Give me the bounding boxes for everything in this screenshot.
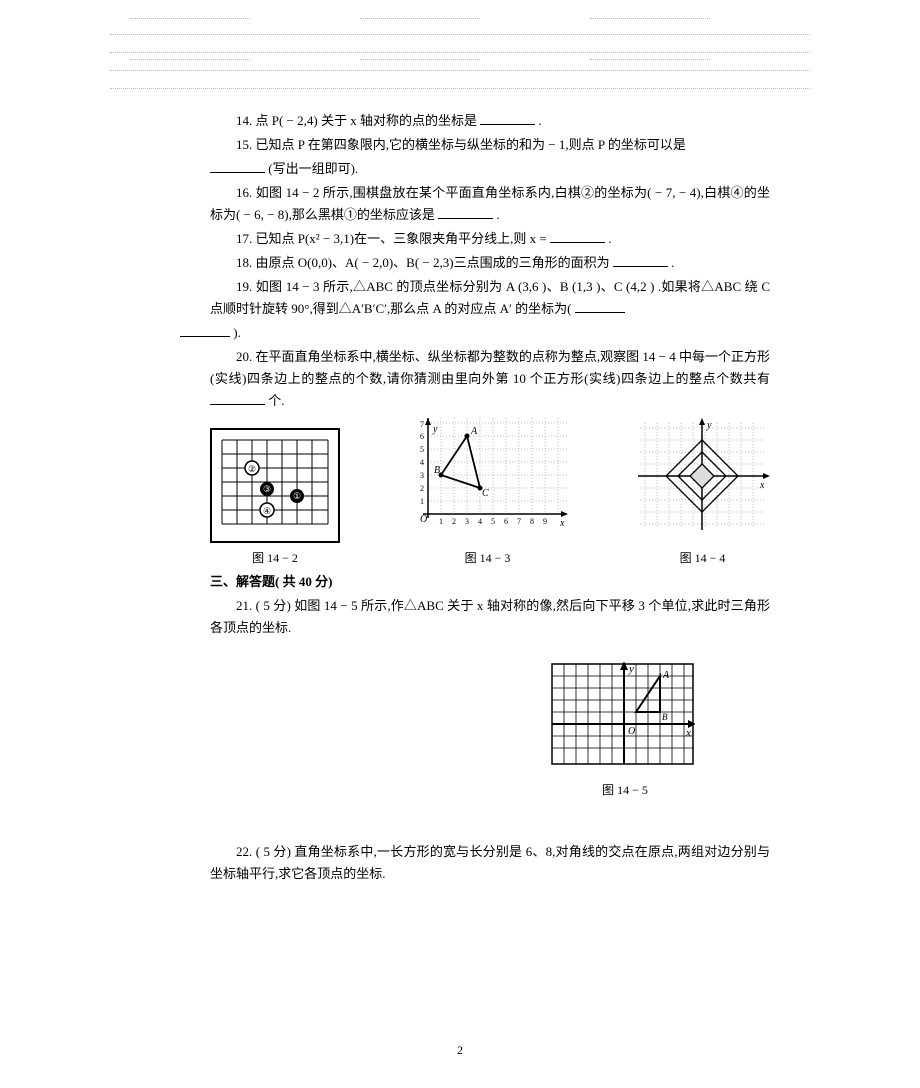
svg-text:5: 5 [420,445,424,454]
header-rule [110,70,810,71]
figure-14-3: A B C O y x 123 456 789 123 4567 图 14 − … [408,418,568,569]
svg-text:y: y [432,424,438,435]
q19-text-b: ). [233,325,241,340]
svg-text:1: 1 [439,517,443,526]
question-16: 16. 如图 14 − 2 所示,围棋盘放在某个平面直角坐标系内,白棋②的坐标为… [210,182,770,226]
fig-caption-14-3: 图 14 − 3 [465,547,511,569]
q17-text: 17. 已知点 P(x² − 3,1)在一、三象限夹角平分线上,则 x = [236,231,547,246]
q22-text: 22. ( 5 分) 直角坐标系中,一长方形的宽与长分别是 6、8,对角线的交点… [210,844,770,881]
figure-14-5: y x A B O 图 14 − 5 [550,662,700,798]
header-box [360,18,480,60]
svg-text:B: B [434,465,440,476]
question-15: 15. 已知点 P 在第四象限内,它的横坐标与纵坐标的和为 − 1,则点 P 的… [210,134,770,156]
fig-caption-14-5: 图 14 − 5 [550,781,700,798]
question-18: 18. 由原点 O(0,0)、A( − 2,0)、B( − 2,3)三点围成的三… [210,252,770,274]
blank [210,158,265,173]
page-number: 2 [0,1043,920,1058]
svg-text:①: ① [293,491,301,501]
svg-text:③: ③ [263,484,271,494]
question-17: 17. 已知点 P(x² − 3,1)在一、三象限夹角平分线上,则 x = . [210,228,770,250]
question-14: 14. 点 P( − 2,4) 关于 x 轴对称的点的坐标是 . [210,110,770,132]
q19-text-a: 19. 如图 14 − 3 所示,△ABC 的顶点坐标分别为 A (3,6 )、… [210,279,770,316]
svg-text:7: 7 [420,420,424,429]
go-board-svg: ② ③ ④ ① [210,428,340,543]
header-area [0,0,920,100]
nested-squares-svg: y x [635,418,770,543]
svg-text:A: A [662,670,670,681]
figures-row: ② ③ ④ ① 图 14 − 2 [210,418,770,569]
svg-text:5: 5 [491,517,495,526]
svg-text:2: 2 [452,517,456,526]
blank [550,228,605,243]
q15-text-b: (写出一组即可). [268,161,358,176]
svg-text:1: 1 [420,497,424,506]
header-box [130,18,250,60]
q14-text: 14. 点 P( − 2,4) 关于 x 轴对称的点的坐标是 [236,113,477,128]
svg-text:3: 3 [420,471,424,480]
svg-text:y: y [628,663,634,675]
fig-caption-14-2: 图 14 − 2 [252,547,298,569]
svg-text:x: x [759,480,765,491]
figure-14-2: ② ③ ④ ① 图 14 − 2 [210,428,340,569]
blank [180,322,230,337]
q20-text-a: 20. 在平面直角坐标系中,横坐标、纵坐标都为整数的点称为整点,观察图 14 −… [210,349,770,386]
q20-text-b: 个. [268,393,284,408]
question-21: 21. ( 5 分) 如图 14 − 5 所示,作△ABC 关于 x 轴对称的像… [210,595,770,639]
svg-text:9: 9 [543,517,547,526]
q15-text-a: 15. 已知点 P 在第四象限内,它的横坐标与纵坐标的和为 − 1,则点 P 的… [236,137,686,152]
q21-text: 21. ( 5 分) 如图 14 − 5 所示,作△ABC 关于 x 轴对称的像… [210,598,770,635]
svg-text:O: O [628,726,635,737]
question-19: 19. 如图 14 − 3 所示,△ABC 的顶点坐标分别为 A (3,6 )、… [210,276,770,320]
svg-text:3: 3 [465,517,469,526]
svg-text:6: 6 [504,517,508,526]
q18-text: 18. 由原点 O(0,0)、A( − 2,0)、B( − 2,3)三点围成的三… [236,255,610,270]
question-19-line2: ). [210,322,770,344]
q18-tail: . [671,255,674,270]
svg-text:x: x [559,518,565,529]
fig-caption-14-4: 图 14 − 4 [680,547,726,569]
question-22: 22. ( 5 分) 直角坐标系中,一长方形的宽与长分别是 6、8,对角线的交点… [210,841,770,885]
svg-text:y: y [706,420,712,431]
section-3-heading: 三、解答题( 共 40 分) [210,571,770,593]
page-root: 14. 点 P( − 2,4) 关于 x 轴对称的点的坐标是 . 15. 已知点… [0,0,920,1088]
q16-tail: . [496,207,499,222]
svg-text:④: ④ [263,506,271,516]
svg-text:7: 7 [517,517,521,526]
svg-text:x: x [685,727,691,739]
blank [613,252,668,267]
question-15-line2: (写出一组即可). [210,158,770,180]
svg-text:A: A [470,426,478,437]
blank [210,390,265,405]
svg-text:C: C [482,488,489,499]
q17-tail: . [608,231,611,246]
question-20: 20. 在平面直角坐标系中,横坐标、纵坐标都为整数的点称为整点,观察图 14 −… [210,346,770,412]
figure-14-4: y x 图 14 − 4 [635,418,770,569]
grid-triangle-svg: y x A B O [550,662,695,777]
svg-text:②: ② [248,464,256,474]
blank [438,204,493,219]
svg-text:O: O [420,514,427,525]
svg-text:6: 6 [420,432,424,441]
svg-text:2: 2 [420,484,424,493]
svg-text:4: 4 [420,458,424,467]
svg-text:B: B [662,712,668,722]
blank [480,110,535,125]
q14-tail: . [538,113,541,128]
header-rule [110,88,810,89]
svg-text:8: 8 [530,517,534,526]
header-box [590,18,710,60]
svg-text:4: 4 [478,517,482,526]
triangle-chart-svg: A B C O y x 123 456 789 123 4567 [408,418,568,543]
blank [575,298,625,313]
